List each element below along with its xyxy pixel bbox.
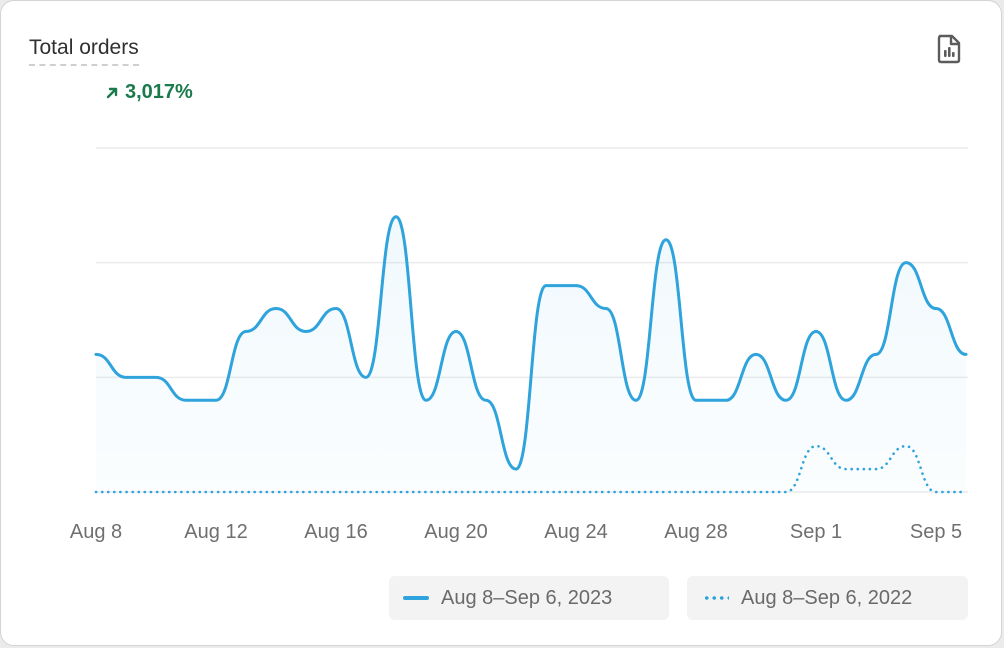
solid-line-swatch — [403, 596, 429, 600]
data-point-previous[interactable] — [333, 489, 339, 495]
x-tick-label: Aug 16 — [304, 521, 367, 543]
data-point-current[interactable] — [573, 283, 579, 289]
data-point-current[interactable] — [93, 351, 99, 357]
data-point-previous[interactable] — [93, 489, 99, 495]
data-point-previous[interactable] — [303, 489, 309, 495]
data-point-current[interactable] — [813, 328, 819, 334]
change-indicator: 3,017% — [105, 81, 193, 104]
x-tick-label: Aug 20 — [424, 521, 487, 543]
data-point-previous[interactable] — [663, 489, 669, 495]
data-point-previous[interactable] — [273, 489, 279, 495]
data-point-previous[interactable] — [153, 489, 159, 495]
data-point-previous[interactable] — [723, 489, 729, 495]
x-tick-label: Sep 1 — [790, 521, 842, 543]
data-point-previous[interactable] — [813, 443, 819, 449]
data-point-current[interactable] — [303, 328, 309, 334]
data-point-current[interactable] — [483, 397, 489, 403]
data-point-previous[interactable] — [183, 489, 189, 495]
data-point-previous[interactable] — [633, 489, 639, 495]
data-point-current[interactable] — [183, 397, 189, 403]
x-tick-label: Sep 5 — [910, 521, 962, 543]
data-point-previous[interactable] — [123, 489, 129, 495]
data-point-current[interactable] — [963, 351, 969, 357]
dotted-line-swatch — [703, 596, 729, 600]
legend-item-current[interactable]: Aug 8–Sep 6, 2023 — [389, 576, 669, 620]
x-tick-label: Aug 8 — [70, 521, 122, 543]
data-point-current[interactable] — [543, 283, 549, 289]
export-report-button[interactable] — [927, 29, 971, 69]
x-tick-label: Aug 24 — [544, 521, 607, 543]
data-point-previous[interactable] — [843, 466, 849, 472]
data-point-current[interactable] — [213, 397, 219, 403]
data-point-previous[interactable] — [933, 489, 939, 495]
data-point-previous[interactable] — [393, 489, 399, 495]
data-point-current[interactable] — [603, 306, 609, 312]
data-point-current[interactable] — [153, 374, 159, 380]
data-point-current[interactable] — [363, 374, 369, 380]
data-point-previous[interactable] — [903, 443, 909, 449]
arrow-up-right-icon — [106, 87, 118, 98]
data-point-previous[interactable] — [753, 489, 759, 495]
legend-label-current: Aug 8–Sep 6, 2023 — [441, 586, 613, 609]
data-point-current[interactable] — [273, 306, 279, 312]
data-point-previous[interactable] — [873, 466, 879, 472]
data-point-previous[interactable] — [363, 489, 369, 495]
x-tick-label: Aug 12 — [184, 521, 247, 543]
data-point-current[interactable] — [663, 237, 669, 243]
data-point-current[interactable] — [333, 306, 339, 312]
data-point-current[interactable] — [693, 397, 699, 403]
change-value: 3,017% — [125, 81, 193, 103]
data-point-current[interactable] — [123, 374, 129, 380]
series-line-previous[interactable] — [94, 444, 968, 494]
data-point-previous[interactable] — [603, 489, 609, 495]
data-point-current[interactable] — [423, 397, 429, 403]
data-point-previous[interactable] — [213, 489, 219, 495]
data-point-previous[interactable] — [483, 489, 489, 495]
data-point-current[interactable] — [633, 397, 639, 403]
data-point-previous[interactable] — [693, 489, 699, 495]
card-title[interactable]: Total orders — [29, 35, 139, 66]
x-tick-label: Aug 28 — [664, 521, 727, 543]
data-point-current[interactable] — [843, 397, 849, 403]
legend-label-previous: Aug 8–Sep 6, 2022 — [741, 586, 913, 609]
data-point-previous[interactable] — [513, 489, 519, 495]
data-point-current[interactable] — [933, 306, 939, 312]
legend-item-previous[interactable]: Aug 8–Sep 6, 2022 — [687, 576, 968, 620]
data-point-current[interactable] — [723, 397, 729, 403]
data-point-previous[interactable] — [573, 489, 579, 495]
data-point-current[interactable] — [393, 214, 399, 220]
data-point-current[interactable] — [873, 351, 879, 357]
data-point-current[interactable] — [453, 328, 459, 334]
data-point-previous[interactable] — [423, 489, 429, 495]
data-point-current[interactable] — [243, 328, 249, 334]
chart-report-icon — [937, 34, 961, 64]
orders-line-chart: Aug 8 Aug 12 Aug 16 Aug 20 Aug 24 Aug 28 Sep 1… — [70, 147, 969, 543]
data-point-current[interactable] — [783, 397, 789, 403]
data-point-current[interactable] — [753, 351, 759, 357]
data-point-previous[interactable] — [243, 489, 249, 495]
data-point-current[interactable] — [903, 260, 909, 266]
data-point-previous[interactable] — [543, 489, 549, 495]
data-point-current[interactable] — [513, 466, 519, 472]
data-point-previous[interactable] — [963, 489, 969, 495]
series-area-current — [96, 216, 966, 492]
data-point-previous[interactable] — [783, 489, 789, 495]
data-point-previous[interactable] — [453, 489, 459, 495]
series-line-current[interactable] — [94, 215, 968, 471]
